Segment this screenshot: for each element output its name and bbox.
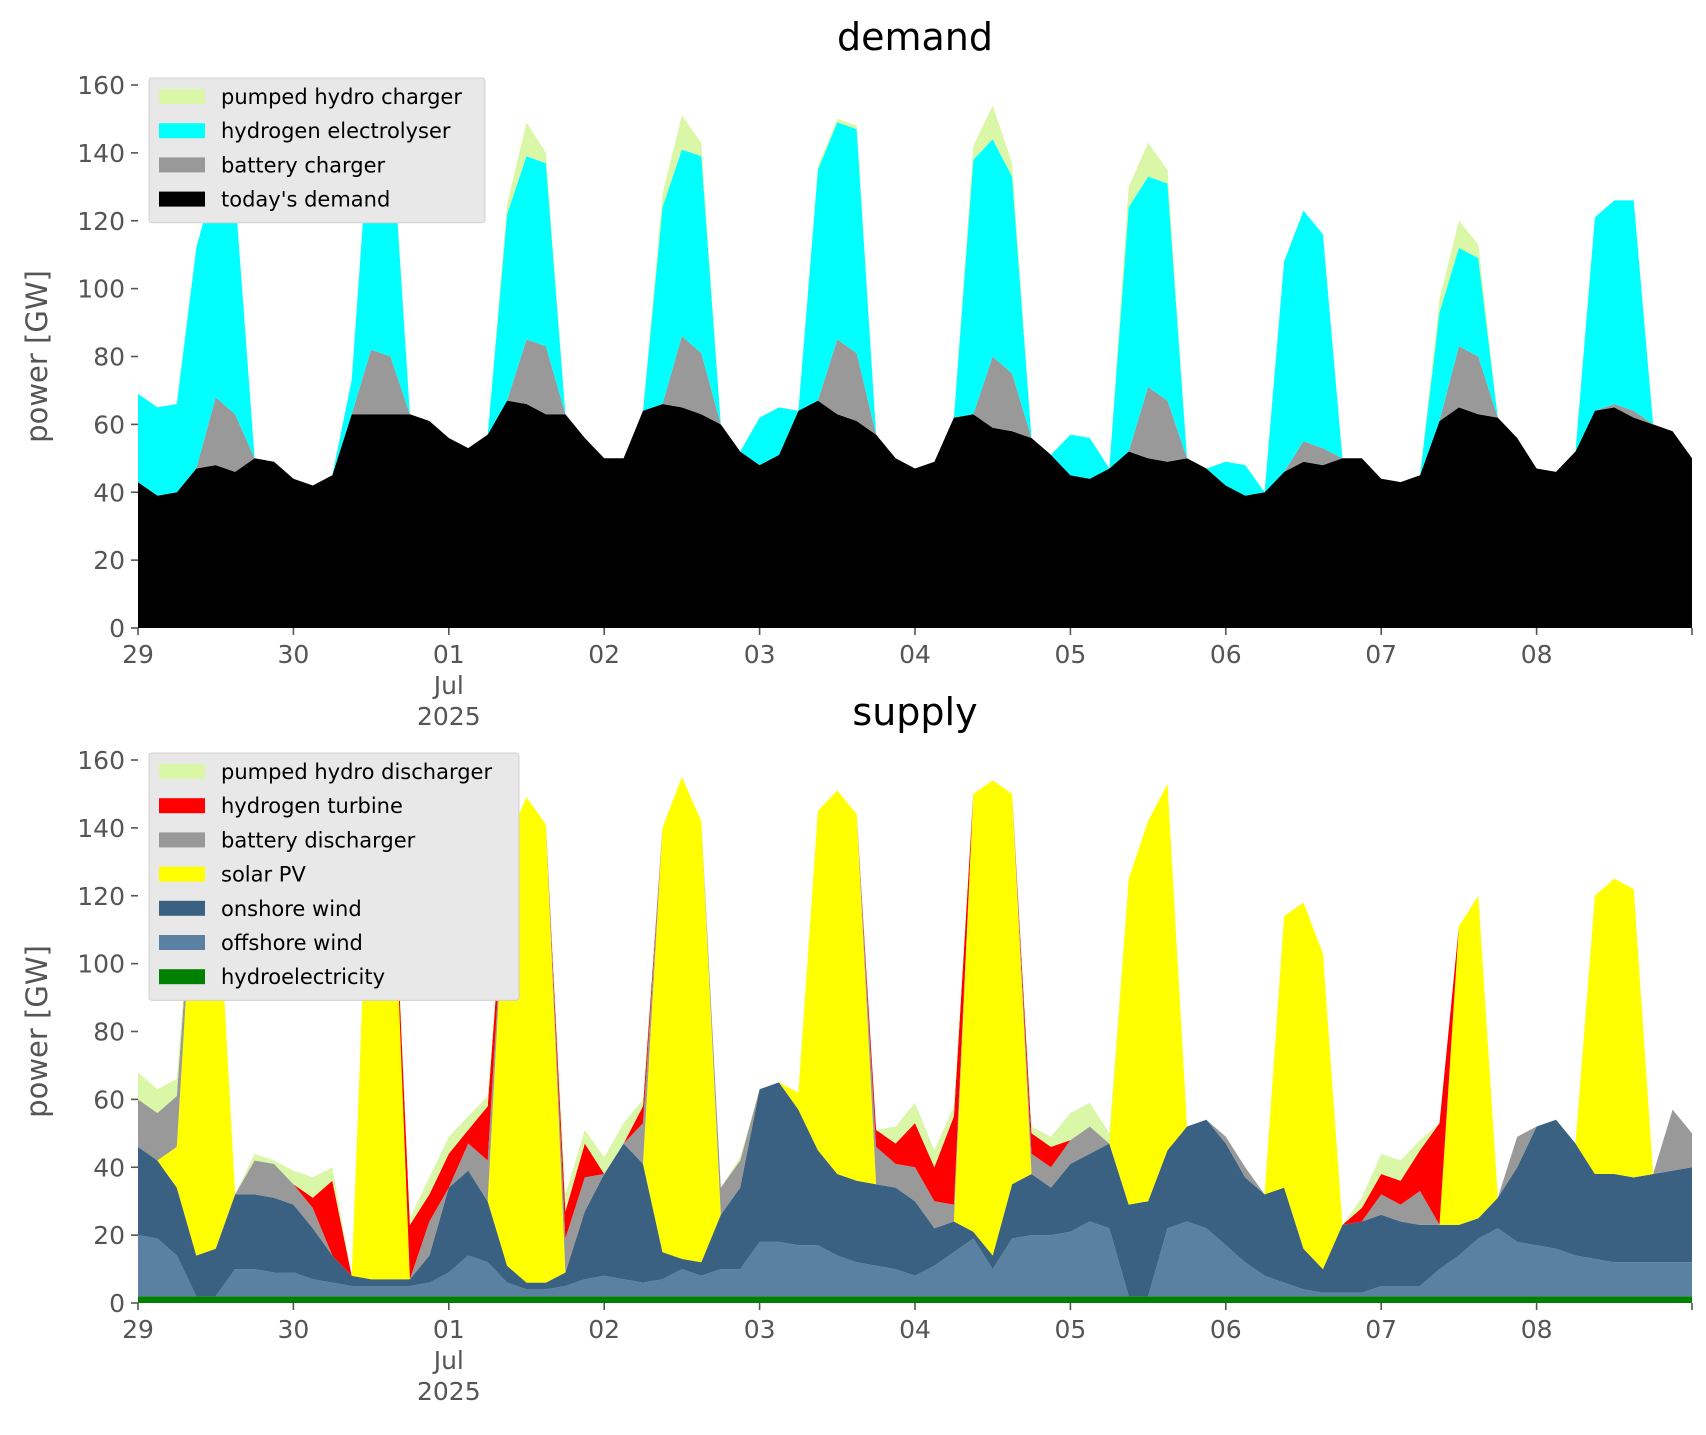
legend-swatch-pumped-hydro-charger <box>159 89 205 104</box>
legend-swatch-today-s-demand <box>159 191 205 207</box>
x-tick-label: 30 <box>277 1315 309 1344</box>
y-tick-label: 40 <box>93 478 125 507</box>
y-tick-label: 100 <box>77 275 125 304</box>
area-solar-pv <box>138 770 1692 1283</box>
x-tick-label: 06 <box>1210 1315 1242 1344</box>
y-tick-label: 0 <box>109 1289 125 1318</box>
legend-label-battery-charger: battery charger <box>221 153 386 177</box>
x-tick-label: 07 <box>1365 640 1397 669</box>
legend-swatch-offshore-wind <box>159 935 205 950</box>
area-battery-charger <box>138 336 1692 496</box>
legend-label-solar-pv: solar PV <box>221 863 306 887</box>
chart-title: demand <box>837 15 993 59</box>
legend-label-offshore-wind: offshore wind <box>221 931 363 955</box>
y-tick-label: 140 <box>77 139 125 168</box>
y-tick-label: 140 <box>77 814 125 843</box>
x-tick-label: 01 <box>433 640 465 669</box>
area-series-group <box>138 105 1692 628</box>
legend-swatch-hydrogen-turbine <box>159 798 205 814</box>
y-tick-label: 60 <box>93 410 125 439</box>
legend-swatch-hydroelectricity <box>159 969 205 985</box>
area-battery-discharger <box>138 770 1692 1280</box>
area-offshore-wind <box>138 1221 1692 1297</box>
legend-label-hydrogen-turbine: hydrogen turbine <box>221 794 403 818</box>
x-tick-label: 29 <box>122 1315 154 1344</box>
x-tick-label: 06 <box>1210 640 1242 669</box>
y-axis-label: power [GW] <box>20 270 54 443</box>
legend-swatch-onshore-wind <box>159 900 205 916</box>
area-onshore-wind <box>138 1082 1692 1297</box>
legend-label-onshore-wind: onshore wind <box>221 897 362 921</box>
legend-label-battery-discharger: battery discharger <box>221 828 416 852</box>
x-tick-label: 02 <box>588 640 620 669</box>
area-hydroelectricity <box>138 1296 1692 1303</box>
legend-label-pumped-hydro-discharger: pumped hydro discharger <box>221 760 492 784</box>
x-tick-label: 07 <box>1365 1315 1397 1344</box>
y-tick-label: 40 <box>93 1153 125 1182</box>
legend-label-hydroelectricity: hydroelectricity <box>221 965 385 989</box>
legend-label-today-s-demand: today's demand <box>221 188 390 212</box>
x-tick-label: 08 <box>1521 1315 1553 1344</box>
x-tick-label: 02 <box>588 1315 620 1344</box>
y-tick-label: 160 <box>77 746 125 775</box>
y-tick-label: 20 <box>93 1221 125 1250</box>
x-tick-label: 30 <box>277 640 309 669</box>
x-tick-sublabel: 2025 <box>417 702 481 731</box>
y-tick-label: 120 <box>77 207 125 236</box>
x-tick-label: 08 <box>1521 640 1553 669</box>
y-tick-label: 0 <box>109 614 125 643</box>
x-tick-label: 04 <box>899 640 931 669</box>
legend-box <box>148 77 486 224</box>
legend-label-pumped-hydro-charger: pumped hydro charger <box>221 85 462 109</box>
x-tick-sublabel: Jul <box>432 671 464 700</box>
y-tick-label: 100 <box>77 950 125 979</box>
legend-label-hydrogen-electrolyser: hydrogen electrolyser <box>221 119 451 143</box>
legend: pumped hydro charger hydrogen electrolyse… <box>148 77 486 224</box>
y-tick-label: 80 <box>93 343 125 372</box>
chart-title: supply <box>852 690 977 734</box>
legend-swatch-hydrogen-electrolyser <box>159 123 205 139</box>
legend-box <box>148 752 520 1001</box>
y-tick-label: 120 <box>77 882 125 911</box>
x-tick-label: 05 <box>1054 1315 1086 1344</box>
area-hydrogen-electrolyser <box>138 105 1692 496</box>
x-tick-label: 03 <box>744 640 776 669</box>
x-tick-sublabel: 2025 <box>417 1377 481 1406</box>
y-tick-label: 20 <box>93 546 125 575</box>
x-tick-label: 29 <box>122 640 154 669</box>
legend-swatch-battery-charger <box>159 157 205 173</box>
x-tick-sublabel: Jul <box>432 1346 464 1375</box>
area-series-group <box>138 770 1692 1303</box>
area-today-s-demand <box>138 400 1692 628</box>
legend-swatch-solar-pv <box>159 866 205 882</box>
legend-swatch-pumped-hydro-discharger <box>159 764 205 779</box>
y-axis-label: power [GW] <box>20 945 54 1118</box>
y-tick-label: 160 <box>77 71 125 100</box>
x-tick-label: 01 <box>433 1315 465 1344</box>
legend-swatch-battery-discharger <box>159 832 205 848</box>
x-tick-label: 04 <box>899 1315 931 1344</box>
x-tick-label: 05 <box>1054 640 1086 669</box>
x-tick-label: 03 <box>744 1315 776 1344</box>
y-tick-label: 60 <box>93 1085 125 1114</box>
legend: pumped hydro discharger hydrogen turbine b… <box>148 752 520 1001</box>
y-tick-label: 80 <box>93 1018 125 1047</box>
